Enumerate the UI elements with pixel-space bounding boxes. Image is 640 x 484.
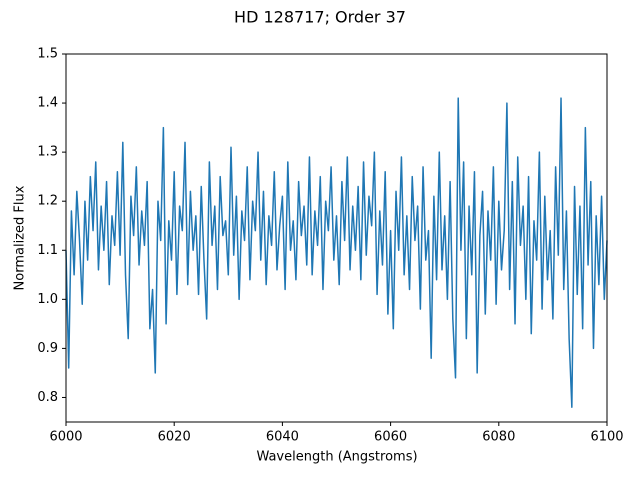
y-tick-label: 0.9: [37, 341, 58, 356]
y-axis-label: Normalized Flux: [13, 185, 28, 290]
x-tick-label: 6080: [482, 430, 515, 445]
x-tick-label: 6040: [266, 430, 299, 445]
chart-title: HD 128717; Order 37: [234, 8, 406, 27]
spectrum-line: [65, 97, 608, 409]
y-tick-label: 1.3: [37, 145, 58, 160]
y-tick-label: 1.2: [37, 194, 58, 209]
x-axis-label: Wavelength (Angstroms): [256, 450, 417, 465]
y-tick-label: 1.4: [37, 96, 58, 111]
x-tick-label: 6000: [49, 430, 82, 445]
plot-frame: [65, 53, 608, 423]
y-tick-label: 0.8: [37, 390, 58, 405]
y-tick-label: 1.5: [37, 47, 58, 62]
x-tick-label: 6020: [158, 430, 191, 445]
y-tick-label: 1.1: [37, 243, 58, 258]
x-tick-label: 6100: [590, 430, 623, 445]
x-tick-label: 6060: [374, 430, 407, 445]
y-tick-label: 1.0: [37, 292, 58, 307]
